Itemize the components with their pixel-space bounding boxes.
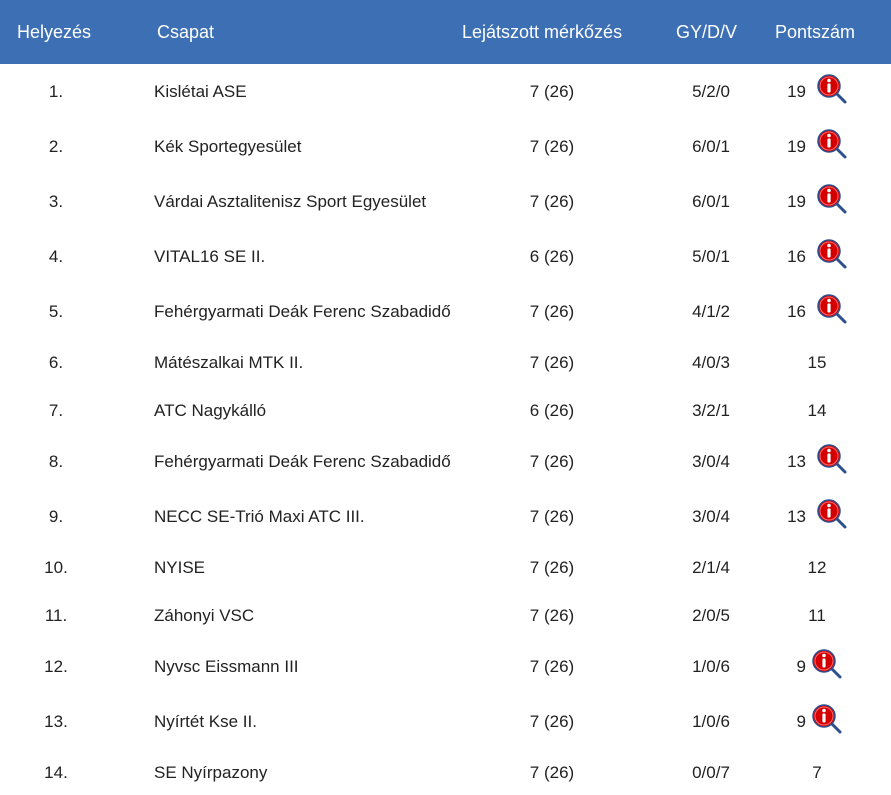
rank-cell: 11. — [44, 606, 68, 625]
played-cell: 7 (26) — [529, 763, 575, 782]
points-cell: 14 — [807, 401, 827, 420]
header-record: GY/D/V — [676, 22, 738, 42]
info-magnifier-icon[interactable] — [817, 184, 849, 216]
record-cell: 6/0/1 — [692, 192, 730, 211]
info-magnifier-icon[interactable] — [817, 129, 849, 161]
header-team: Csapat — [157, 22, 215, 42]
record-cell: 4/1/2 — [692, 302, 730, 321]
info-magnifier-icon[interactable] — [817, 239, 849, 271]
points-cell: 15 — [807, 353, 827, 372]
team-name: Mátészalkai MTK II. — [154, 353, 304, 372]
info-magnifier-icon[interactable] — [817, 294, 849, 326]
record-cell: 1/0/6 — [692, 712, 730, 731]
record-cell: 3/0/4 — [692, 507, 730, 526]
points-cell: 11 — [808, 606, 826, 625]
rank-cell: 14. — [44, 763, 68, 782]
rank-cell: 3. — [48, 192, 64, 211]
record-cell: 3/0/4 — [692, 452, 730, 471]
played-cell: 7 (26) — [529, 606, 575, 625]
rank-cell: 4. — [48, 247, 64, 266]
played-cell: 7 (26) — [529, 82, 575, 101]
info-magnifier-icon[interactable] — [812, 704, 844, 736]
points-cell: 13 — [787, 452, 806, 471]
team-name: Kislétai ASE — [154, 82, 247, 101]
info-magnifier-icon[interactable] — [817, 444, 849, 476]
info-magnifier-icon[interactable] — [812, 649, 844, 681]
points-cell: 12 — [807, 558, 827, 577]
info-magnifier-icon[interactable] — [817, 499, 849, 531]
info-magnifier-icon[interactable] — [817, 74, 849, 106]
rank-cell: 10. — [44, 558, 68, 577]
header-points: Pontszám — [775, 22, 856, 42]
points-cell: 9 — [796, 712, 806, 731]
played-cell: 6 (26) — [529, 247, 575, 266]
points-cell: 13 — [787, 507, 806, 526]
record-cell: 0/0/7 — [692, 763, 730, 782]
team-name: SE Nyírpazony — [154, 763, 268, 782]
team-name: Fehérgyarmati Deák Ferenc Szabadidő — [154, 452, 451, 471]
played-cell: 7 (26) — [529, 192, 575, 211]
points-cell: 19 — [787, 82, 806, 101]
record-cell: 2/1/4 — [692, 558, 730, 577]
team-name: Fehérgyarmati Deák Ferenc Szabadidő — [154, 302, 451, 321]
rank-cell: 13. — [44, 712, 68, 731]
team-name: Kék Sportegyesület — [154, 137, 302, 156]
points-cell: 16 — [787, 247, 806, 266]
rank-cell: 7. — [48, 401, 64, 420]
points-cell: 9 — [796, 657, 806, 676]
record-cell: 3/2/1 — [692, 401, 730, 420]
played-cell: 7 (26) — [529, 712, 575, 731]
rank-cell: 8. — [48, 452, 64, 471]
record-cell: 4/0/3 — [692, 353, 730, 372]
points-cell: 7 — [812, 763, 822, 782]
played-cell: 7 (26) — [529, 302, 575, 321]
team-name: Nyírtét Kse II. — [154, 712, 257, 731]
header-rank: Helyezés — [17, 22, 92, 42]
rank-cell: 2. — [48, 137, 64, 156]
record-cell: 6/0/1 — [692, 137, 730, 156]
rank-cell: 12. — [44, 657, 68, 676]
rank-cell: 1. — [48, 82, 64, 101]
played-cell: 7 (26) — [529, 657, 575, 676]
team-name: Várdai Asztalitenisz Sport Egyesület — [154, 192, 427, 211]
team-name: VITAL16 SE II. — [154, 247, 266, 266]
rank-cell: 5. — [48, 302, 64, 321]
played-cell: 7 (26) — [529, 452, 575, 471]
team-name: NYISE — [154, 558, 206, 577]
table-header: Helyezés Csapat Lejátszott mérkőzés GY/D… — [0, 0, 891, 64]
team-name: ATC Nagykálló — [154, 401, 267, 420]
header-played: Lejátszott mérkőzés — [462, 22, 623, 42]
team-name: Nyvsc Eissmann III — [154, 657, 299, 676]
points-cell: 19 — [787, 192, 806, 211]
record-cell: 2/0/5 — [692, 606, 730, 625]
played-cell: 7 (26) — [529, 137, 575, 156]
played-cell: 7 (26) — [529, 507, 575, 526]
played-cell: 6 (26) — [529, 401, 575, 420]
record-cell: 5/0/1 — [692, 247, 730, 266]
points-cell: 19 — [787, 137, 806, 156]
rank-cell: 9. — [48, 507, 64, 526]
points-cell: 16 — [787, 302, 806, 321]
team-name: Záhonyi VSC — [154, 606, 255, 625]
played-cell: 7 (26) — [529, 353, 575, 372]
record-cell: 1/0/6 — [692, 657, 730, 676]
record-cell: 5/2/0 — [692, 82, 730, 101]
team-name: NECC SE-Trió Maxi ATC III. — [154, 507, 365, 526]
played-cell: 7 (26) — [529, 558, 575, 577]
rank-cell: 6. — [48, 353, 64, 372]
